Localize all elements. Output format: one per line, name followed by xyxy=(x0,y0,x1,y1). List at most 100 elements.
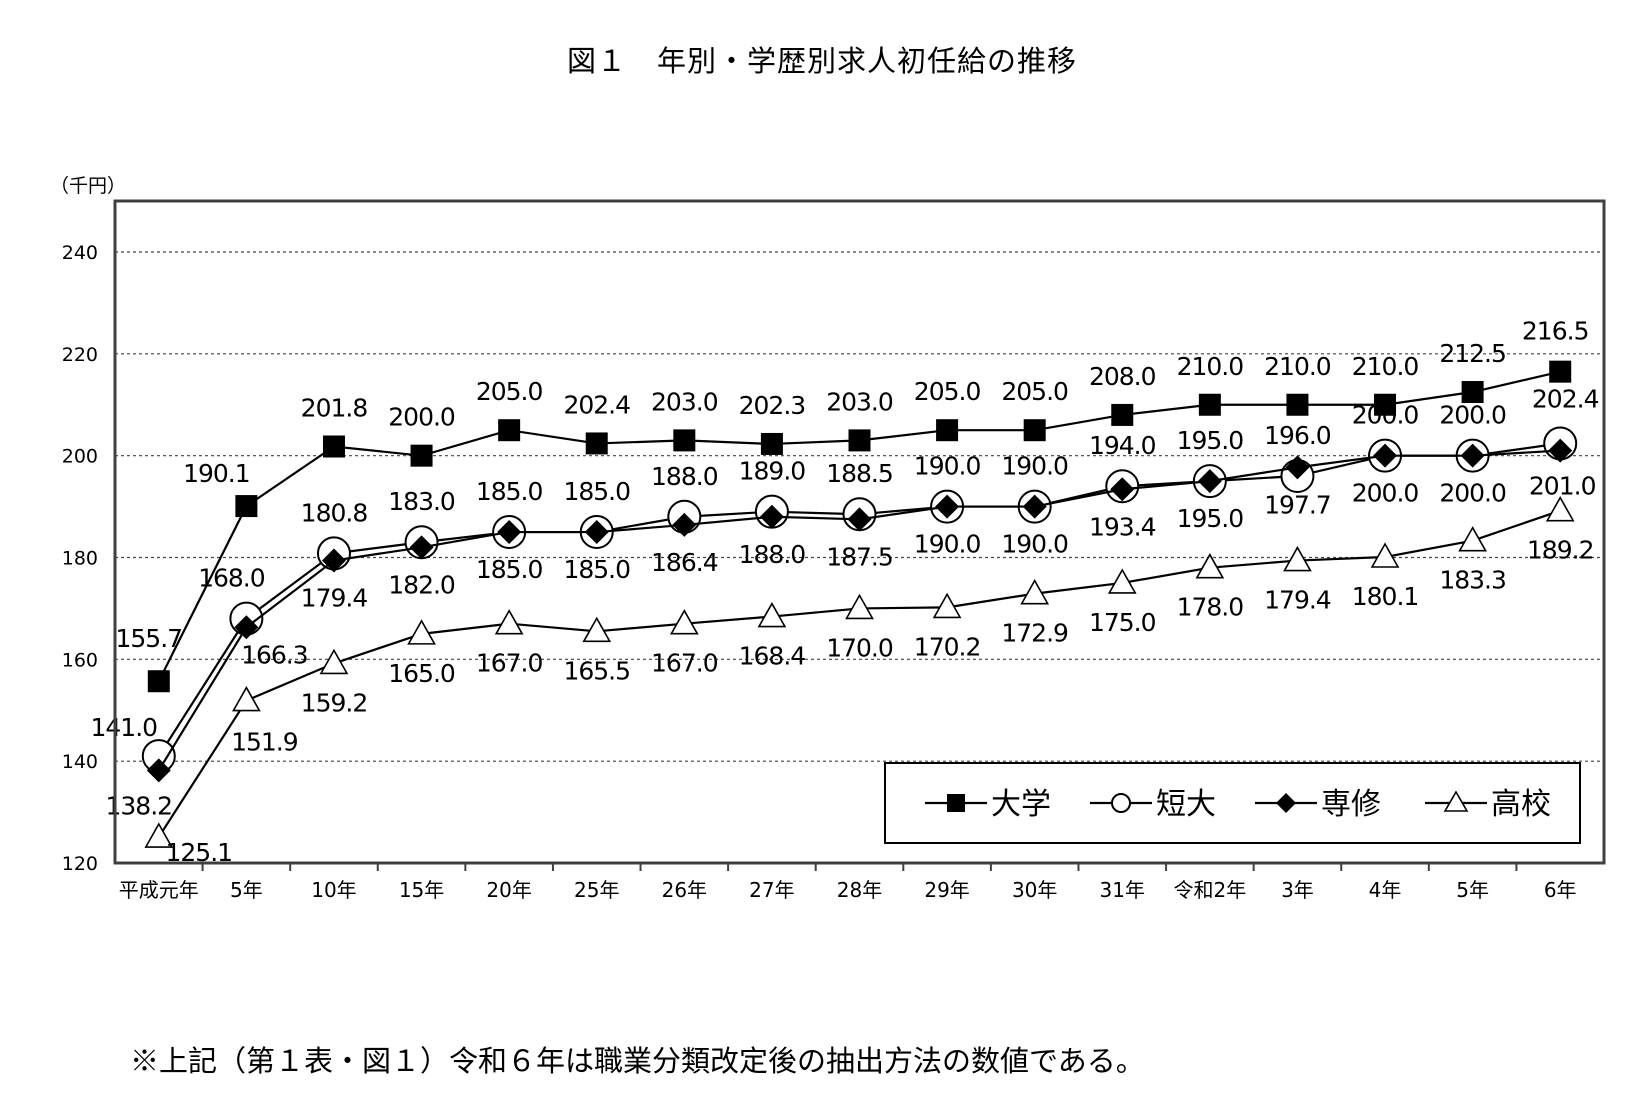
data-point xyxy=(1286,393,1309,416)
y-axis: 120 140 160 180 200 220 240 （千円） xyxy=(50,175,126,875)
data-label: 178.0 xyxy=(1177,593,1244,622)
data-label: 188.0 xyxy=(739,540,806,569)
data-label: 200.0 xyxy=(1352,401,1419,430)
data-label: 166.3 xyxy=(241,640,308,669)
data-label: 186.4 xyxy=(651,548,718,577)
data-point xyxy=(144,822,174,848)
y-tick-label: 140 xyxy=(62,751,98,773)
data-label: 201.0 xyxy=(1529,472,1596,501)
data-point xyxy=(1198,393,1221,416)
data-label: 190.0 xyxy=(1001,452,1068,481)
data-label: 168.0 xyxy=(198,564,265,593)
data-label: 210.0 xyxy=(1352,352,1419,381)
data-point xyxy=(582,616,612,643)
data-point xyxy=(672,512,697,537)
data-label: 180.1 xyxy=(1352,582,1419,611)
data-label: 200.0 xyxy=(1439,401,1506,430)
data-labels-tandai: 141.0 168.0 180.8 183.0 185.0 185.0 188.0 189.0… xyxy=(91,384,1600,742)
data-point xyxy=(497,520,522,545)
data-point xyxy=(1460,443,1485,468)
data-label: 138.2 xyxy=(106,791,173,820)
data-point xyxy=(1283,545,1312,572)
data-point xyxy=(847,507,872,532)
legend-label: 専修 xyxy=(1321,787,1381,822)
data-labels-daigaku: 155.7 190.1 201.8 200.0 205.0 202.4 203.0 202.3… xyxy=(116,317,1590,654)
data-label: 205.0 xyxy=(914,377,981,406)
data-label: 187.5 xyxy=(826,542,893,571)
legend-item-tandai: 短大 xyxy=(1090,787,1216,822)
data-point xyxy=(494,609,524,635)
series-group xyxy=(141,360,1578,848)
x-tick-label: 5年 xyxy=(230,878,263,902)
data-label: 185.0 xyxy=(563,555,630,584)
data-label: 165.5 xyxy=(563,656,630,685)
legend-marker xyxy=(1111,793,1131,813)
series-senshu xyxy=(146,438,1573,783)
data-label: 189.2 xyxy=(1527,536,1594,565)
y-tick-label: 120 xyxy=(62,853,98,875)
data-point xyxy=(1110,477,1135,502)
y-tick-label: 200 xyxy=(62,446,98,468)
data-label: 205.0 xyxy=(1001,377,1068,406)
data-point xyxy=(1458,526,1487,552)
x-tick-label: 26年 xyxy=(662,878,707,902)
data-label: 179.4 xyxy=(301,584,368,613)
data-point xyxy=(409,535,434,560)
data-label: 203.0 xyxy=(651,387,718,416)
data-label: 203.0 xyxy=(826,387,893,416)
x-tick-label: 4年 xyxy=(1369,878,1402,902)
data-label: 141.0 xyxy=(91,713,158,742)
grid-lines xyxy=(115,251,1604,762)
legend-item-senshu: 専修 xyxy=(1255,787,1381,822)
data-label: 180.8 xyxy=(301,498,368,527)
data-label: 208.0 xyxy=(1089,362,1156,391)
data-label: 202.4 xyxy=(563,390,630,419)
x-tick-label: 20年 xyxy=(486,878,531,902)
data-label: 185.0 xyxy=(563,477,630,506)
data-point xyxy=(759,504,784,529)
legend-item-daigaku: 大学 xyxy=(925,787,1051,822)
data-label: 170.0 xyxy=(826,633,893,662)
data-label: 200.0 xyxy=(1439,479,1506,508)
data-label: 168.4 xyxy=(739,642,806,671)
data-label: 189.0 xyxy=(739,457,806,486)
legend-marker xyxy=(1276,793,1296,813)
data-label: 175.0 xyxy=(1089,608,1156,637)
data-label: 202.3 xyxy=(739,391,806,420)
x-tick-label: 31年 xyxy=(1100,878,1145,902)
y-tick-label: 160 xyxy=(62,649,98,671)
data-point xyxy=(848,429,871,452)
data-point xyxy=(584,520,609,545)
data-label: 159.2 xyxy=(301,688,368,717)
data-point xyxy=(498,419,521,442)
data-label: 185.0 xyxy=(476,555,543,584)
data-point xyxy=(232,685,261,712)
x-tick-label: 10年 xyxy=(311,878,356,902)
data-label: 182.0 xyxy=(388,570,455,599)
data-label: 190.0 xyxy=(1001,530,1068,559)
data-point xyxy=(1549,360,1572,383)
data-point xyxy=(760,432,783,455)
data-point xyxy=(1461,381,1484,404)
data-point xyxy=(1111,403,1134,426)
data-point xyxy=(1548,438,1573,463)
data-label: 210.0 xyxy=(1177,352,1244,381)
plot-frame xyxy=(113,199,1606,865)
data-point xyxy=(845,593,874,620)
data-point xyxy=(585,432,608,455)
data-point xyxy=(1195,553,1225,579)
data-point xyxy=(1020,579,1050,605)
data-point xyxy=(147,670,170,693)
data-point xyxy=(319,648,349,675)
data-label: 170.2 xyxy=(914,632,981,661)
data-point xyxy=(936,419,959,442)
data-label: 210.0 xyxy=(1264,352,1331,381)
data-point xyxy=(935,494,960,519)
data-point xyxy=(322,435,345,458)
data-point xyxy=(321,548,346,573)
data-label: 151.9 xyxy=(231,728,298,757)
data-point xyxy=(1373,443,1398,468)
data-label: 167.0 xyxy=(476,649,543,678)
data-label: 165.0 xyxy=(388,659,455,688)
